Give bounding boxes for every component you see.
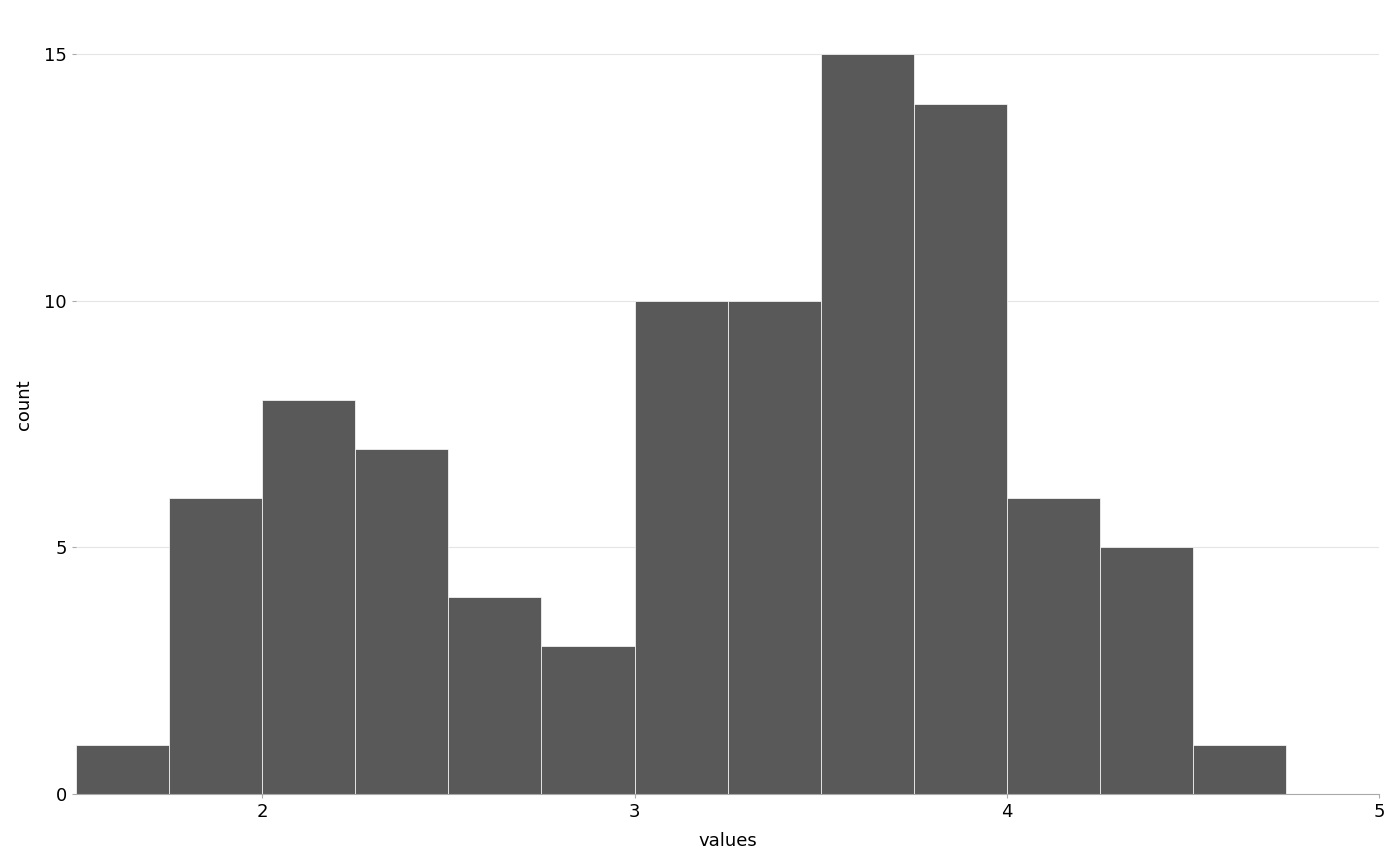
Bar <box>542 646 634 794</box>
Bar <box>1193 745 1287 794</box>
X-axis label: values: values <box>699 832 757 850</box>
Bar <box>634 301 728 794</box>
Bar <box>1007 498 1100 794</box>
Bar <box>76 745 169 794</box>
Bar <box>914 104 1007 794</box>
Bar <box>262 400 356 794</box>
Bar <box>820 54 914 794</box>
Bar <box>1100 548 1193 794</box>
Y-axis label: count: count <box>15 379 34 430</box>
Bar <box>169 498 262 794</box>
Bar <box>356 449 448 794</box>
Bar <box>448 597 542 794</box>
Bar <box>728 301 820 794</box>
